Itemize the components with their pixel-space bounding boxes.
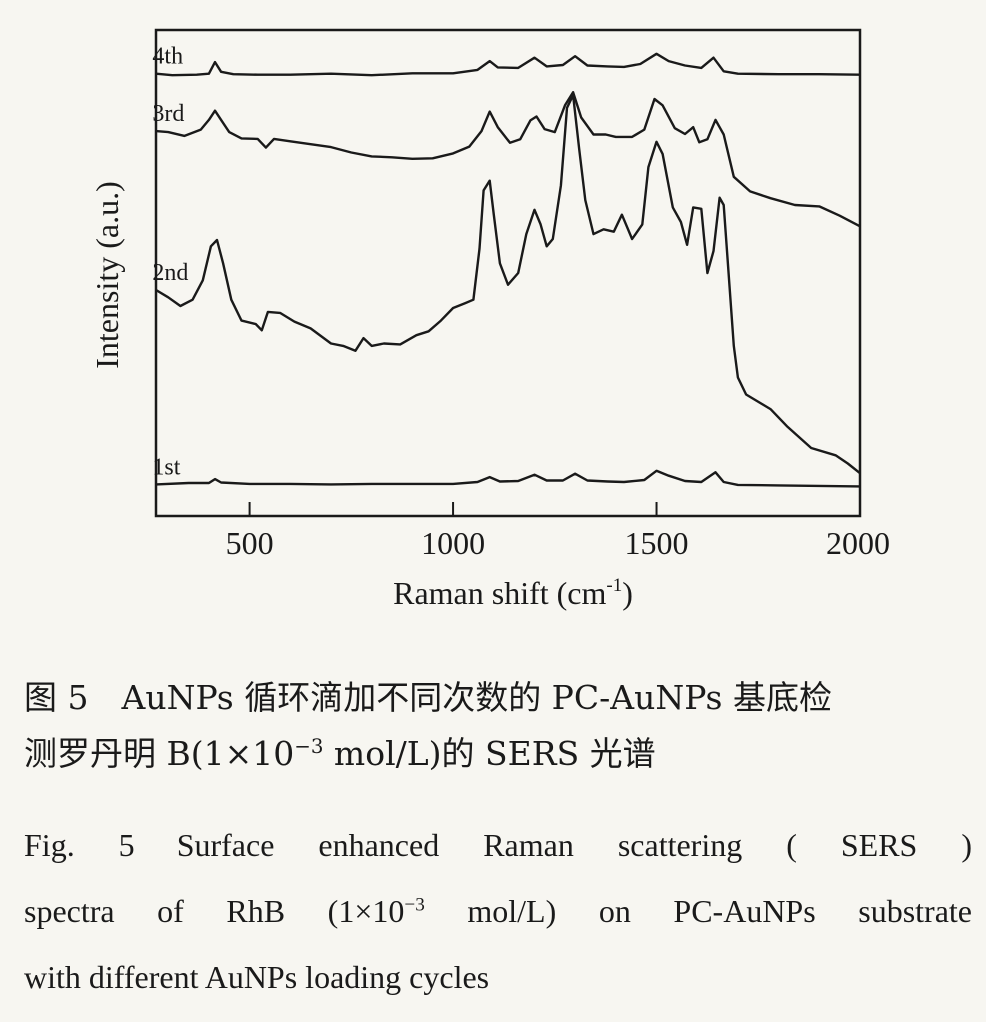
plot-frame [154, 28, 862, 518]
series-group: 4th 3rd 2nd 1st [152, 44, 861, 488]
chart-canvas: 4th 3rd 2nd 1st 500 1000 1500 2000 Intensity (… [89, 28, 890, 611]
x-tick-label-500: 500 [226, 525, 274, 561]
series-line-1st [155, 469, 861, 488]
caption-cn-line2-sup: −3 [294, 735, 324, 758]
series-line-4th [155, 52, 861, 77]
caption-chinese: 图 5 AuNPs 循环滴加不同次数的 PC-AuNPs 基底检 测罗丹明 B(… [24, 670, 972, 782]
x-tick-label-2000: 2000 [826, 525, 890, 561]
x-tick-label-1500: 1500 [625, 525, 689, 561]
series-label-4th: 4th [152, 44, 183, 70]
x-axis-label-main: Raman shift (cm [393, 575, 606, 611]
series-line-3rd [155, 91, 861, 228]
series-line-2nd [155, 93, 861, 475]
caption-en-line2-pre: spectra of RhB (1×10 [24, 893, 405, 929]
caption-cn-line2: 测罗丹明 B(1×10−3 mol/L)的 SERS 光谱 [24, 726, 972, 782]
caption-en-line2-sup: −3 [404, 894, 425, 916]
caption-en-line3: with different AuNPs loading cycles [24, 959, 490, 995]
caption-en-line1: Fig. 5 Surface enhanced Raman scattering … [24, 812, 972, 878]
y-axis-label: Intensity (a.u.) [89, 181, 125, 369]
x-axis-label: Raman shift (cm-1) [393, 575, 633, 611]
series-label-3rd: 3rd [152, 101, 184, 127]
caption-cn-line1: 图 5 AuNPs 循环滴加不同次数的 PC-AuNPs 基底检 [24, 678, 832, 717]
caption-english: Fig. 5 Surface enhanced Raman scattering … [24, 812, 972, 1010]
x-tick-label-1000: 1000 [421, 525, 485, 561]
caption-en-line2-post: mol/L) on PC-AuNPs substrate [424, 893, 973, 929]
series-label-2nd: 2nd [152, 260, 188, 286]
caption-cn-line2-pre: 测罗丹明 B(1×10 [24, 734, 295, 773]
x-tick-group: 500 1000 1500 2000 [226, 502, 890, 561]
caption-cn-line2-post: mol/L)的 SERS 光谱 [323, 734, 656, 773]
caption-en-line2: spectra of RhB (1×10−3 mol/L) on PC-AuNP… [24, 878, 972, 944]
sers-chart: 4th 3rd 2nd 1st 500 1000 1500 2000 Intensity (… [89, 28, 890, 611]
x-axis-label-close: ) [622, 575, 633, 611]
caption-en-label: Fig. 5 [24, 827, 135, 863]
x-axis-label-sup: -1 [606, 575, 622, 596]
caption-en-line1-text: Surface enhanced Raman scattering ( SERS… [176, 827, 973, 863]
series-label-1st: 1st [152, 454, 180, 480]
